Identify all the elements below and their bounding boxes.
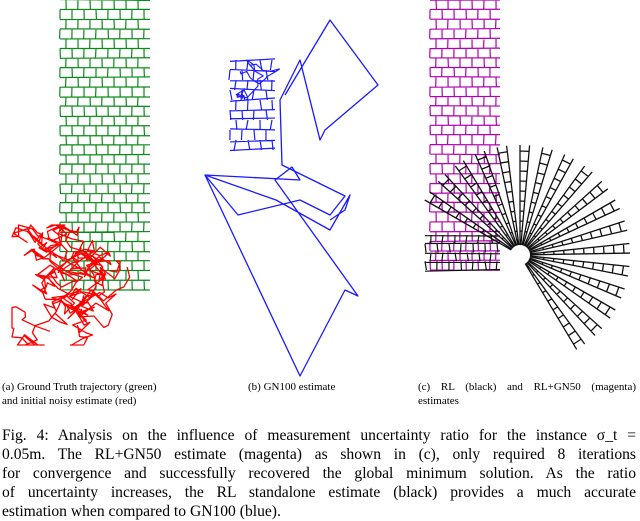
panel-a-plot — [11, 0, 151, 346]
figure-panels — [11, 0, 630, 377]
panel-c-plot — [424, 0, 630, 350]
ground-truth-trajectory — [58, 0, 151, 291]
rl-estimate — [424, 145, 630, 350]
rl-gn50-estimate — [428, 0, 501, 271]
panel-b-plot — [204, 19, 379, 377]
subcaption-a: (a) Ground Truth trajectory (green) and … — [2, 381, 157, 407]
subcaption-b: (b) GN100 estimate — [248, 381, 336, 393]
noisy-estimate-trajectory — [11, 224, 131, 346]
figure-caption: Fig. 4: Analysis on the influence of mea… — [2, 427, 636, 520]
subcaption-c: (c) RL (black) and RL+GN50 (magenta) est… — [418, 381, 636, 407]
